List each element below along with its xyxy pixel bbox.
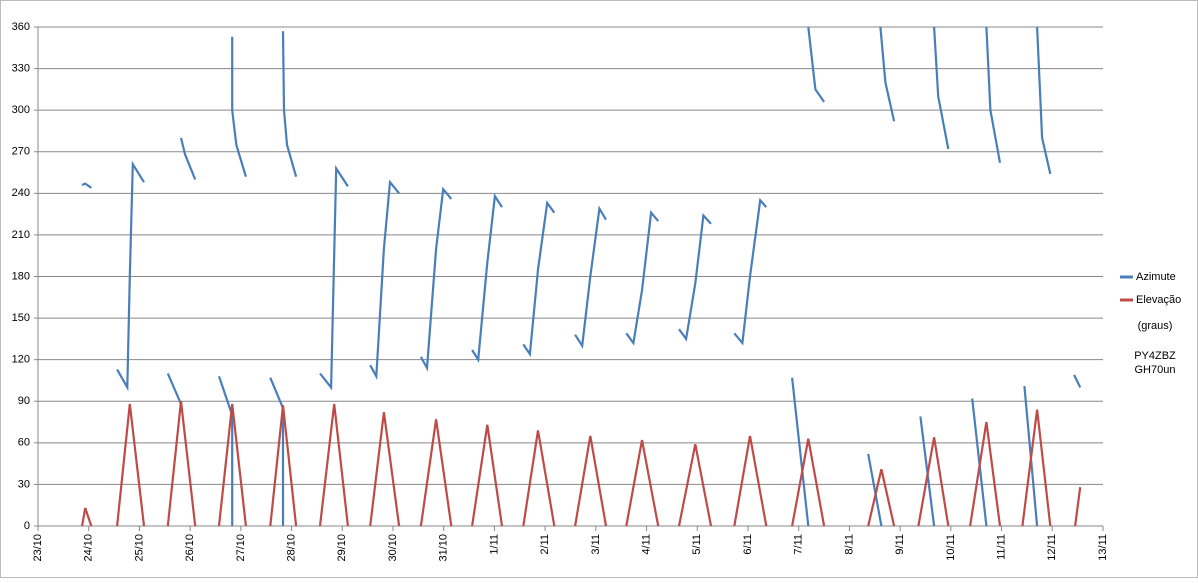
x-tick-label: 6/11 xyxy=(742,534,754,555)
x-tick-label: 1/11 xyxy=(488,534,500,555)
x-tick-label: 28/10 xyxy=(285,534,297,562)
x-tick-label: 25/10 xyxy=(133,534,145,562)
x-tick-label: 5/11 xyxy=(691,534,703,555)
x-tick-label: 9/11 xyxy=(894,534,906,555)
y-tick-label: 180 xyxy=(12,270,30,282)
x-tick-label: 31/10 xyxy=(438,534,450,562)
annotation: PY4ZBZ xyxy=(1134,350,1176,362)
y-tick-label: 330 xyxy=(12,62,30,74)
y-tick-label: 300 xyxy=(12,104,30,116)
x-tick-label: 10/11 xyxy=(945,534,957,561)
y-tick-label: 120 xyxy=(12,354,30,366)
x-tick-label: 8/11 xyxy=(843,534,855,555)
y-tick-label: 240 xyxy=(12,187,30,199)
y-tick-label: 360 xyxy=(12,21,30,33)
x-tick-label: 24/10 xyxy=(83,534,95,562)
x-tick-label: 26/10 xyxy=(184,534,196,562)
x-tick-label: 3/11 xyxy=(590,534,602,555)
x-tick-label: 4/11 xyxy=(640,534,652,555)
y-tick-label: 60 xyxy=(18,437,30,449)
legend-label: Azimute xyxy=(1136,271,1176,283)
x-tick-label: 11/11 xyxy=(995,534,1007,560)
x-tick-label: 13/11 xyxy=(1097,534,1109,561)
series-line xyxy=(81,401,1082,527)
y-tick-label: 90 xyxy=(18,395,30,407)
y-tick-label: 30 xyxy=(18,478,30,490)
legend-label: Elevação xyxy=(1136,294,1181,306)
x-tick-label: 30/10 xyxy=(387,534,399,562)
y-tick-label: 210 xyxy=(12,229,30,241)
annotation: (graus) xyxy=(1138,320,1173,332)
x-tick-label: 7/11 xyxy=(793,534,805,555)
x-tick-label: 2/11 xyxy=(539,534,551,555)
x-tick-label: 23/10 xyxy=(32,534,44,562)
y-tick-label: 0 xyxy=(24,520,30,532)
y-tick-label: 270 xyxy=(12,146,30,158)
x-tick-label: 27/10 xyxy=(235,534,247,562)
x-tick-label: 29/10 xyxy=(336,534,348,562)
x-tick-label: 12/11 xyxy=(1046,534,1058,561)
y-tick-label: 150 xyxy=(12,312,30,324)
annotation: GH70un xyxy=(1135,364,1176,376)
